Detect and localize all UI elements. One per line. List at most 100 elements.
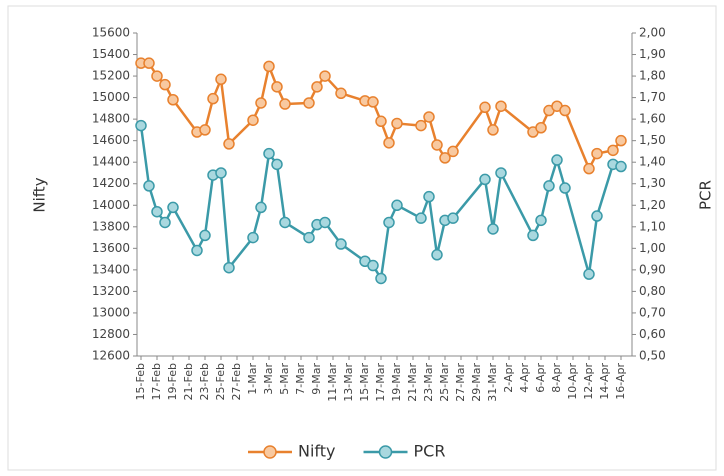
- data-point: [487, 124, 499, 136]
- y-tick-label: 13000: [92, 305, 130, 319]
- y-tick-label: 15600: [92, 26, 130, 40]
- y-tick-label: 13400: [92, 262, 130, 276]
- data-point: [199, 124, 211, 136]
- y-tick-label: 13200: [92, 284, 130, 298]
- x-tick-label: 6-Apr: [534, 363, 547, 393]
- data-point: [143, 180, 155, 192]
- data-point: [495, 167, 507, 179]
- x-tick-label: 17-Feb: [150, 363, 163, 400]
- data-point: [311, 81, 323, 93]
- data-point: [279, 98, 291, 110]
- data-point: [615, 160, 627, 173]
- data-point: [391, 117, 403, 130]
- data-point: [303, 97, 315, 109]
- data-point: [447, 145, 459, 158]
- x-tick-label: 15-Mar: [358, 363, 371, 402]
- data-point: [159, 78, 171, 91]
- data-point: [255, 201, 267, 214]
- data-point: [583, 162, 595, 175]
- y-tick-label: 14800: [92, 112, 130, 126]
- y2-tick-label: 0,60: [639, 327, 666, 341]
- data-point: [591, 147, 603, 160]
- data-point: [319, 216, 331, 229]
- y2-tick-label: 1,50: [639, 133, 666, 147]
- x-tick-label: 21-Mar: [406, 363, 419, 402]
- legend-marker: [378, 445, 393, 459]
- data-point: [535, 121, 547, 134]
- x-tick-label: 8-Apr: [550, 363, 563, 393]
- data-point: [431, 139, 443, 151]
- x-tick-label: 11-Mar: [326, 363, 339, 402]
- x-tick-label: 10-Apr: [566, 363, 579, 400]
- data-point: [439, 152, 451, 164]
- data-point: [135, 119, 147, 132]
- x-tick-label: 15-Feb: [134, 363, 147, 400]
- data-point: [431, 249, 443, 261]
- data-point: [591, 210, 603, 222]
- y2-tick-label: 0,50: [639, 349, 666, 363]
- data-point: [527, 229, 539, 242]
- data-point: [215, 167, 227, 179]
- x-tick-label: 2-Apr: [502, 363, 515, 393]
- y2-tick-label: 1,00: [639, 241, 666, 255]
- data-point: [223, 261, 235, 274]
- y2-tick-label: 0,70: [639, 305, 666, 319]
- data-point: [447, 212, 459, 224]
- x-tick-label: 25-Mar: [438, 363, 451, 402]
- x-tick-label: 14-Apr: [598, 363, 611, 400]
- x-tick-label: 13-Mar: [342, 363, 355, 402]
- data-point: [303, 231, 315, 244]
- data-point: [207, 92, 219, 105]
- data-point: [583, 268, 595, 280]
- data-point: [423, 190, 435, 203]
- data-point: [151, 70, 163, 82]
- data-point: [495, 100, 507, 112]
- chart-frame: [7, 5, 717, 471]
- y-tick-label: 15000: [92, 90, 130, 104]
- y2-tick-label: 0,80: [639, 284, 666, 298]
- y-axis-title: Nifty: [31, 177, 49, 212]
- x-tick-label: 1-Mar: [246, 363, 259, 395]
- data-point: [199, 229, 211, 242]
- data-point: [151, 205, 163, 218]
- x-tick-label: 7-Mar: [294, 363, 307, 395]
- data-point: [391, 199, 403, 212]
- x-tick-label: 29-Mar: [470, 363, 483, 402]
- y2-tick-label: 2,00: [639, 26, 666, 40]
- y2-tick-label: 1,90: [639, 47, 666, 61]
- y2-tick-label: 0,90: [639, 262, 666, 276]
- y-tick-label: 13600: [92, 241, 130, 255]
- data-point: [415, 119, 427, 132]
- data-point: [367, 259, 379, 272]
- x-tick-label: 5-Mar: [278, 363, 291, 395]
- y-tick-label: 12800: [92, 327, 130, 341]
- data-point: [191, 244, 203, 257]
- data-point: [367, 96, 379, 108]
- data-point: [559, 182, 571, 194]
- data-point: [375, 272, 387, 285]
- data-point: [551, 154, 563, 166]
- legend-marker: [263, 445, 277, 459]
- x-tick-label: 19-Feb: [166, 363, 179, 400]
- data-point: [543, 180, 555, 192]
- x-tick-label: 25-Feb: [214, 363, 227, 400]
- data-point: [143, 57, 155, 69]
- data-point: [383, 137, 395, 149]
- x-tick-label: 27-Feb: [230, 363, 243, 400]
- data-point: [279, 216, 291, 229]
- x-tick-label: 17-Mar: [374, 363, 387, 402]
- data-point: [271, 158, 283, 171]
- data-point: [319, 70, 331, 82]
- data-point: [335, 87, 347, 100]
- data-point: [159, 216, 171, 229]
- x-tick-label: 31-Mar: [486, 363, 499, 402]
- y-tick-label: 14600: [92, 133, 130, 147]
- y-tick-label: 14400: [92, 155, 130, 169]
- data-point: [487, 223, 499, 235]
- x-tick-label: 9-Mar: [310, 363, 323, 395]
- y-tick-label: 15200: [92, 69, 130, 83]
- y2-tick-label: 1,40: [639, 155, 666, 169]
- data-point: [615, 134, 627, 147]
- x-tick-label: 19-Mar: [390, 363, 403, 402]
